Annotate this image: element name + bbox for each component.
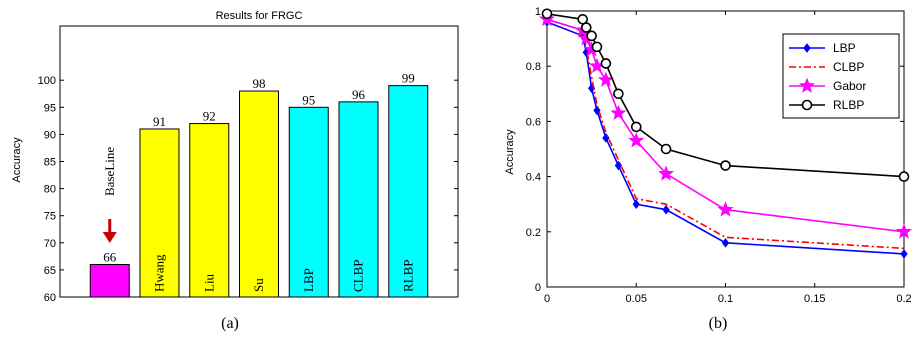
legend-entry: Gabor — [789, 77, 866, 93]
bar-chart-y-ticks: 60 65 70 75 80 85 90 95 100 — [38, 75, 458, 304]
y-tick-label: 0.6 — [526, 116, 541, 128]
category-label: Hwang — [152, 254, 167, 292]
y-tick-label: 80 — [44, 184, 56, 196]
bar-chart-caption: (a) — [221, 315, 239, 332]
bar-chart-title: Results for FRGC — [216, 10, 303, 22]
data-point — [658, 165, 675, 181]
y-tick-label: 60 — [44, 292, 56, 304]
legend-entry: RLBP — [789, 98, 864, 112]
y-tick-label: 1 — [535, 6, 541, 18]
x-tick-label: 0.2 — [896, 293, 911, 305]
data-point — [721, 238, 730, 248]
data-point — [628, 132, 645, 148]
bar-chart-panel: Results for FRGC Accuracy 60 65 70 75 80 85 90… — [11, 10, 459, 332]
data-point — [630, 121, 642, 133]
data-point — [541, 8, 553, 20]
series-rlbp — [541, 8, 910, 182]
series-gabor — [538, 10, 913, 239]
category-label: CLBP — [351, 259, 366, 292]
bar-chart-y-axis-label: Accuracy — [11, 137, 23, 183]
data-point — [801, 99, 813, 111]
bar-value-label: 96 — [352, 87, 366, 102]
y-tick-label: 85 — [44, 157, 56, 169]
y-tick-label: 65 — [44, 265, 56, 277]
data-point — [613, 88, 624, 100]
bar-value-label: 99 — [402, 71, 415, 86]
data-point — [900, 249, 908, 259]
bar-value-label: 98 — [253, 76, 266, 91]
line-chart-y-axis-label: Accuracy — [504, 129, 516, 175]
series-lbp — [543, 17, 908, 259]
line-chart-panel: Accuracy 0 0.05 0.1 0.15 0.2 0 0.2 0.4 0.6 0.8 1 L… — [504, 6, 913, 332]
data-point — [600, 58, 612, 69]
line-chart-series — [538, 8, 913, 259]
data-point — [660, 143, 672, 155]
data-point — [591, 41, 603, 53]
x-tick-label: 0.15 — [804, 293, 825, 305]
x-tick-label: 0.1 — [718, 293, 733, 305]
line-chart-caption: (b) — [709, 315, 728, 332]
legend-entry: CLBP — [789, 60, 864, 74]
data-point — [593, 105, 601, 116]
data-point — [632, 199, 640, 210]
y-tick-label: 70 — [44, 238, 56, 250]
category-label: Liu — [201, 273, 216, 292]
data-point — [895, 223, 913, 239]
x-tick-label: 0 — [544, 293, 550, 305]
y-tick-label: 0.8 — [526, 61, 541, 73]
bar — [189, 123, 230, 298]
data-point — [720, 160, 731, 171]
legend-label: CLBP — [833, 60, 864, 74]
data-point — [580, 22, 592, 33]
bar — [139, 128, 180, 298]
y-tick-label: 75 — [44, 211, 56, 223]
category-label: Su — [251, 278, 266, 292]
data-point — [898, 171, 910, 182]
category-label: BaseLine — [102, 147, 117, 196]
bar-value-label: 66 — [103, 249, 117, 264]
legend-label: LBP — [833, 41, 856, 55]
bar — [239, 90, 279, 298]
y-tick-label: 100 — [38, 75, 56, 87]
data-point — [798, 77, 816, 93]
x-tick-label: 0.05 — [626, 293, 647, 305]
data-point — [586, 30, 597, 42]
category-label: RLBP — [400, 259, 415, 292]
legend-label: Gabor — [833, 79, 866, 93]
bar-value-label: 92 — [203, 109, 216, 124]
bar — [89, 263, 130, 298]
data-point — [662, 204, 670, 215]
bar-chart-bars: 66 BaseLine 91 Hwang 92 Liu 98 Su 95 LBP 96 CLBP 99 R… — [89, 71, 429, 298]
arrow-head — [102, 232, 117, 243]
line-chart-legend: LBP CLBP Gabor RLBP — [782, 33, 900, 119]
bar — [388, 85, 429, 298]
y-tick-label: 90 — [44, 129, 56, 141]
bar — [338, 101, 379, 298]
y-tick-label: 0 — [535, 282, 541, 294]
bar — [288, 106, 329, 298]
bar-value-label: 91 — [153, 114, 166, 129]
data-point — [610, 104, 627, 120]
y-tick-label: 95 — [44, 102, 56, 114]
data-point — [717, 201, 734, 217]
legend-label: RLBP — [833, 98, 864, 112]
data-point — [803, 43, 811, 53]
legend-entry: LBP — [789, 41, 856, 55]
category-label: LBP — [301, 268, 316, 292]
bar-value-label: 95 — [302, 92, 315, 107]
baseline-arrow — [102, 219, 117, 243]
y-tick-label: 0.2 — [526, 227, 541, 239]
y-tick-label: 0.4 — [526, 172, 541, 184]
